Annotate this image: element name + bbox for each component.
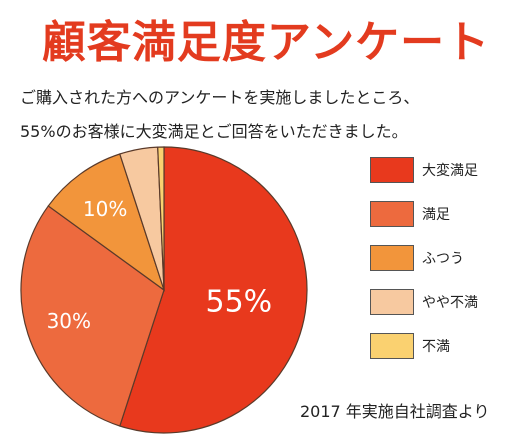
lead-text-line-1: ご購入された方へのアンケートを実施しましたところ、: [20, 88, 420, 107]
chart-title: 顧客満足度アンケート: [41, 17, 491, 68]
legend-item-somewhat-dissatisfied: やや不満: [370, 287, 478, 317]
slice-label-0: 55%: [206, 284, 273, 319]
legend-item-neutral: ふつう: [370, 243, 464, 273]
legend-item-very-satisfied: 大変満足: [370, 155, 478, 185]
legend-label: やや不満: [422, 295, 478, 311]
legend-label: 不満: [422, 339, 450, 355]
slice-label-2: 10%: [83, 197, 127, 221]
pie-slice-1: [20, 205, 165, 427]
legend-label: 大変満足: [422, 163, 478, 179]
legend-label: 満足: [422, 207, 450, 223]
legend-swatch: [370, 289, 414, 315]
legend-label: ふつう: [422, 251, 464, 267]
legend-item-satisfied: 満足: [370, 199, 450, 229]
legend-swatch: [370, 157, 414, 183]
legend-item-dissatisfied: 不満: [370, 331, 450, 361]
legend-swatch: [370, 201, 414, 227]
pie-slice-4: [157, 146, 165, 291]
slice-label-1: 30%: [47, 309, 91, 333]
lead-text-line-2: 55%のお客様に大変満足とご回答をいただきました。: [20, 122, 408, 141]
pie-slice-2: [47, 153, 166, 292]
legend-swatch: [370, 333, 414, 359]
legend-swatch: [370, 245, 414, 271]
source-note: 2017 年実施自社調査より: [300, 402, 490, 421]
pie-slice-0: [119, 146, 308, 434]
